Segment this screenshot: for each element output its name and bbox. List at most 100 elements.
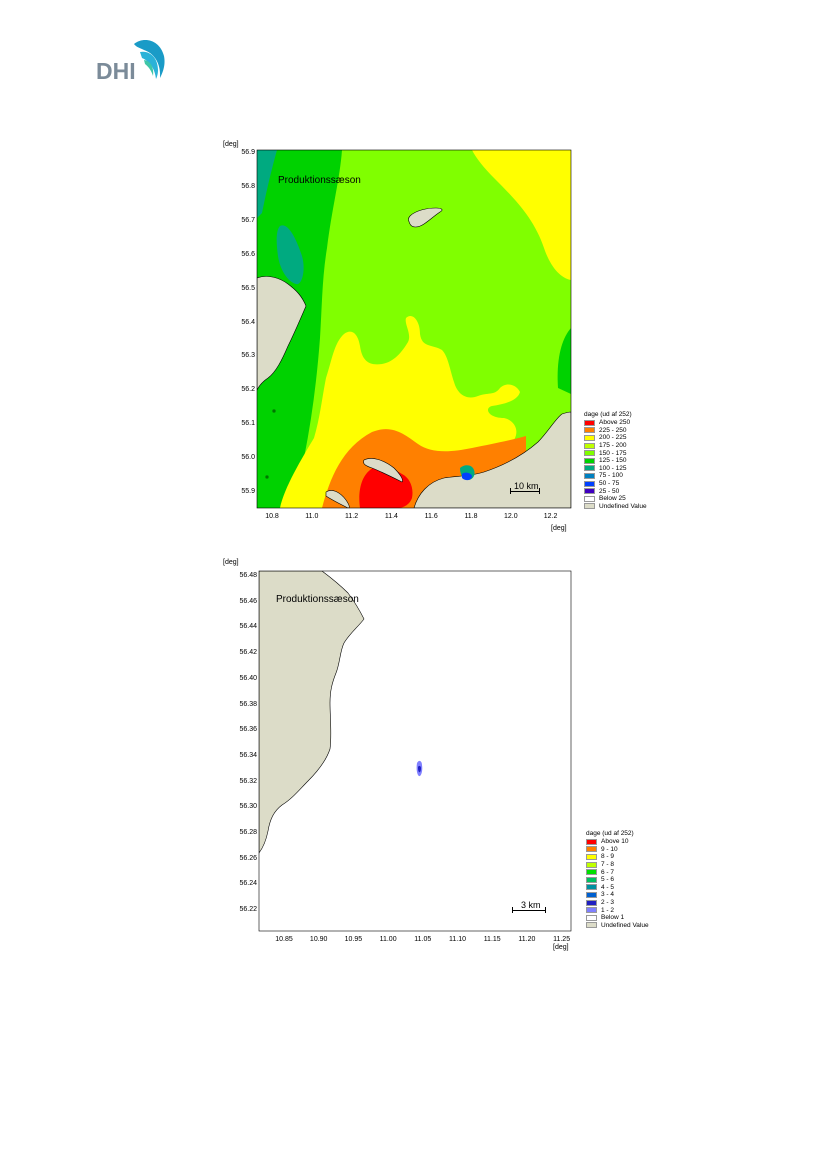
- legend-label: 2 - 3: [601, 899, 615, 907]
- legend-swatch: [586, 838, 597, 845]
- legend-item: 50 - 75: [584, 480, 662, 488]
- legend-item: 200 - 225: [584, 434, 662, 442]
- land-sejero: [325, 490, 350, 508]
- legend-label: 9 - 10: [601, 845, 618, 853]
- y-tick-label: 56.24: [239, 880, 257, 888]
- legend-item: 2 - 3: [586, 899, 662, 907]
- legend-label: 3 - 4: [601, 891, 615, 899]
- legend-item: 25 - 50: [584, 487, 662, 495]
- x-axis-unit: [deg]: [551, 525, 567, 532]
- marker-point: [265, 475, 269, 479]
- legend-swatch: [586, 853, 597, 860]
- legend-swatch: [584, 419, 595, 426]
- legend-item: Above 250: [584, 419, 662, 427]
- y-tick-label: 56.1: [241, 420, 255, 428]
- y-tick-label: 56.36: [239, 726, 257, 734]
- y-tick-label: 56.0: [241, 454, 255, 462]
- x-tick-label: 11.00: [379, 936, 397, 943]
- legend-swatch: [586, 846, 597, 853]
- legend-swatch: [584, 442, 595, 449]
- area-200-225-ne: [472, 150, 571, 280]
- y-tick-label: 56.2: [241, 386, 255, 394]
- x-tick-label: 10.8: [265, 513, 279, 520]
- y-tick-label: 56.48: [239, 572, 257, 579]
- legend-swatch: [586, 914, 597, 921]
- legend-swatch: [586, 899, 597, 906]
- land-zealand: [413, 411, 571, 508]
- x-tick-label: 10.90: [309, 936, 328, 943]
- legend-swatch: [586, 876, 597, 883]
- legend-item: 150 - 175: [584, 449, 662, 457]
- legend-swatch: [584, 480, 595, 487]
- y-tick-label: 56.6: [241, 250, 255, 258]
- x-tick-label: 11.20: [518, 936, 536, 943]
- logo-wave-icon: [134, 40, 165, 79]
- y-tick-label: 56.26: [239, 854, 257, 862]
- legend-swatch: [584, 472, 595, 479]
- area-100-125: [276, 225, 304, 285]
- y-tick-label: 56.9: [241, 149, 255, 156]
- area-125-150-e: [557, 328, 571, 394]
- legend-swatch: [584, 434, 595, 441]
- legend-label: 150 - 175: [599, 449, 627, 457]
- fjord-gradient-spot-blue: [462, 472, 472, 481]
- y-tick-label: 56.3: [241, 352, 255, 360]
- y-tick-label: 56.44: [239, 623, 257, 631]
- y-axis-unit: [deg]: [223, 559, 239, 566]
- map-frame: [258, 570, 572, 932]
- legend-item: 9 - 10: [586, 846, 662, 854]
- y-tick-label: 56.4: [241, 318, 255, 326]
- legend-item: 125 - 150: [584, 457, 662, 465]
- legend-label: 4 - 5: [601, 883, 615, 891]
- legend: dage (ud af 252) Above 250 225 - 250 200 -…: [584, 411, 662, 510]
- legend-swatch: [586, 891, 597, 898]
- legend-label: Above 250: [599, 419, 631, 427]
- legend-item: 8 - 9: [586, 853, 662, 861]
- legend-item: Below 1: [586, 914, 662, 922]
- legend-swatch: [586, 922, 597, 929]
- land-jutland-coast: [259, 571, 365, 854]
- y-tick-label: 56.42: [239, 649, 257, 657]
- y-tick-label: 56.32: [239, 777, 257, 785]
- x-tick-label: 11.05: [414, 936, 432, 943]
- legend-label: 175 - 200: [599, 442, 627, 450]
- legend-swatch: [586, 884, 597, 891]
- legend-swatch: [586, 869, 597, 876]
- x-tick-label: 11.6: [424, 513, 438, 520]
- legend-label: 50 - 75: [599, 480, 620, 488]
- y-tick-label: 56.22: [239, 906, 257, 914]
- legend-item: Undefined Value: [584, 503, 662, 511]
- legend-item: 4 - 5: [586, 884, 662, 892]
- map-panel-zoom: [deg] [deg] Produktionssæson 3 km dage (…: [222, 557, 662, 957]
- scale-bar-label: 3 km: [521, 900, 541, 910]
- x-tick-label: 11.10: [449, 936, 466, 943]
- legend-item: 75 - 100: [584, 472, 662, 480]
- y-tick-label: 56.28: [239, 829, 257, 836]
- legend-title: dage (ud af 252): [584, 411, 632, 418]
- map-panel-season-overview: [deg] [deg]: [222, 138, 662, 540]
- map-title: Produktionssæson: [278, 175, 361, 186]
- y-tick-label: 56.5: [241, 284, 255, 292]
- x-tick-label: 11.2: [345, 513, 359, 520]
- legend-label: 5 - 6: [601, 876, 615, 884]
- legend-swatch: [586, 861, 597, 868]
- legend-label: 8 - 9: [601, 853, 615, 861]
- scale-bar-label: 10 km: [514, 481, 539, 491]
- legend-item: 5 - 6: [586, 876, 662, 884]
- logo-text: DHI: [96, 58, 136, 84]
- y-tick-label: 55.9: [241, 488, 255, 495]
- x-tick-label: 11.4: [384, 513, 398, 520]
- x-tick-label: 10.95: [344, 936, 363, 943]
- legend-swatch: [586, 907, 597, 914]
- legend-item: Undefined Value: [586, 922, 662, 930]
- legend-label: 125 - 150: [599, 457, 627, 465]
- x-tick-label: 11.25: [553, 936, 571, 943]
- legend-item: 225 - 250: [584, 427, 662, 435]
- legend-label: Above 10: [601, 838, 629, 846]
- legend-label: 225 - 250: [599, 426, 627, 434]
- y-tick-label: 56.34: [239, 751, 257, 759]
- legend-label: Undefined Value: [599, 502, 647, 510]
- legend-label: 7 - 8: [601, 861, 615, 869]
- legend-label: 1 - 2: [601, 906, 615, 914]
